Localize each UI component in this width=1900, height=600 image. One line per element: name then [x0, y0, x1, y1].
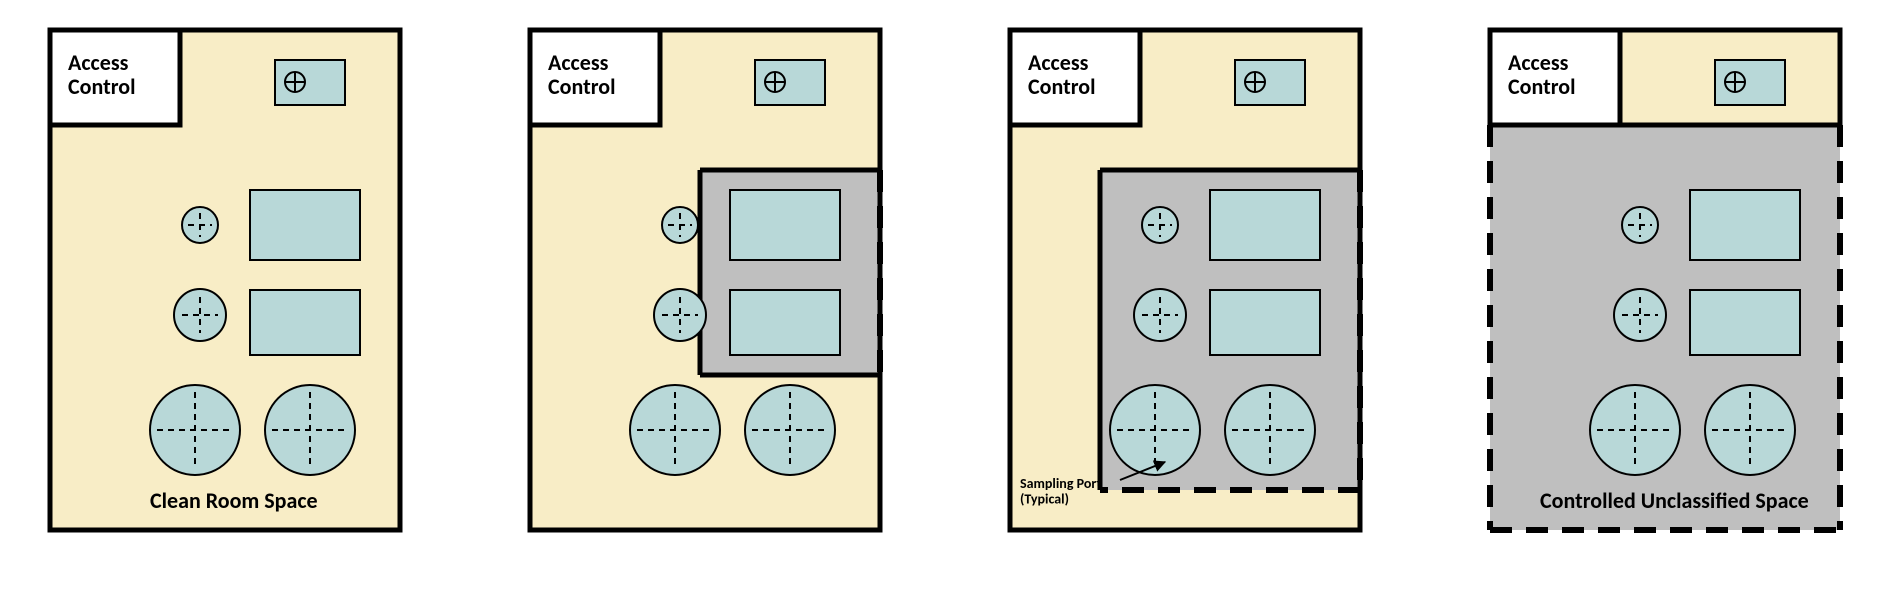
- equipment-circle: [654, 289, 706, 341]
- equipment-rect-2: [730, 290, 840, 355]
- panel-b: AccessControl: [530, 30, 880, 530]
- diagram-stage: AccessControlClean Room SpaceAccessContr…: [0, 0, 1900, 600]
- access-control-label: AccessControl: [68, 49, 135, 100]
- equipment-rect-1: [730, 190, 840, 260]
- equipment-rect-2: [250, 290, 360, 355]
- equipment-circle: [174, 289, 226, 341]
- equipment-circle: [1134, 289, 1186, 341]
- equipment-rect-1: [250, 190, 360, 260]
- access-control-label: AccessControl: [1508, 49, 1575, 100]
- access-control-label: AccessControl: [1028, 49, 1095, 100]
- panel-d: AccessControl Controlled Unclassified Spa…: [1490, 30, 1840, 530]
- panel-caption: Controlled Unclassified Space: [1540, 487, 1809, 514]
- panel-c: AccessControlSampling Port(Typical): [1010, 30, 1360, 530]
- access-control-label: AccessControl: [548, 49, 615, 100]
- panel-a: AccessControl Clean Room Space: [50, 30, 400, 530]
- panel-caption: Clean Room Space: [150, 487, 318, 514]
- equipment-rect-1: [1690, 190, 1800, 260]
- equipment-circle: [1614, 289, 1666, 341]
- equipment-rect-1: [1210, 190, 1320, 260]
- equipment-rect-2: [1690, 290, 1800, 355]
- equipment-rect-2: [1210, 290, 1320, 355]
